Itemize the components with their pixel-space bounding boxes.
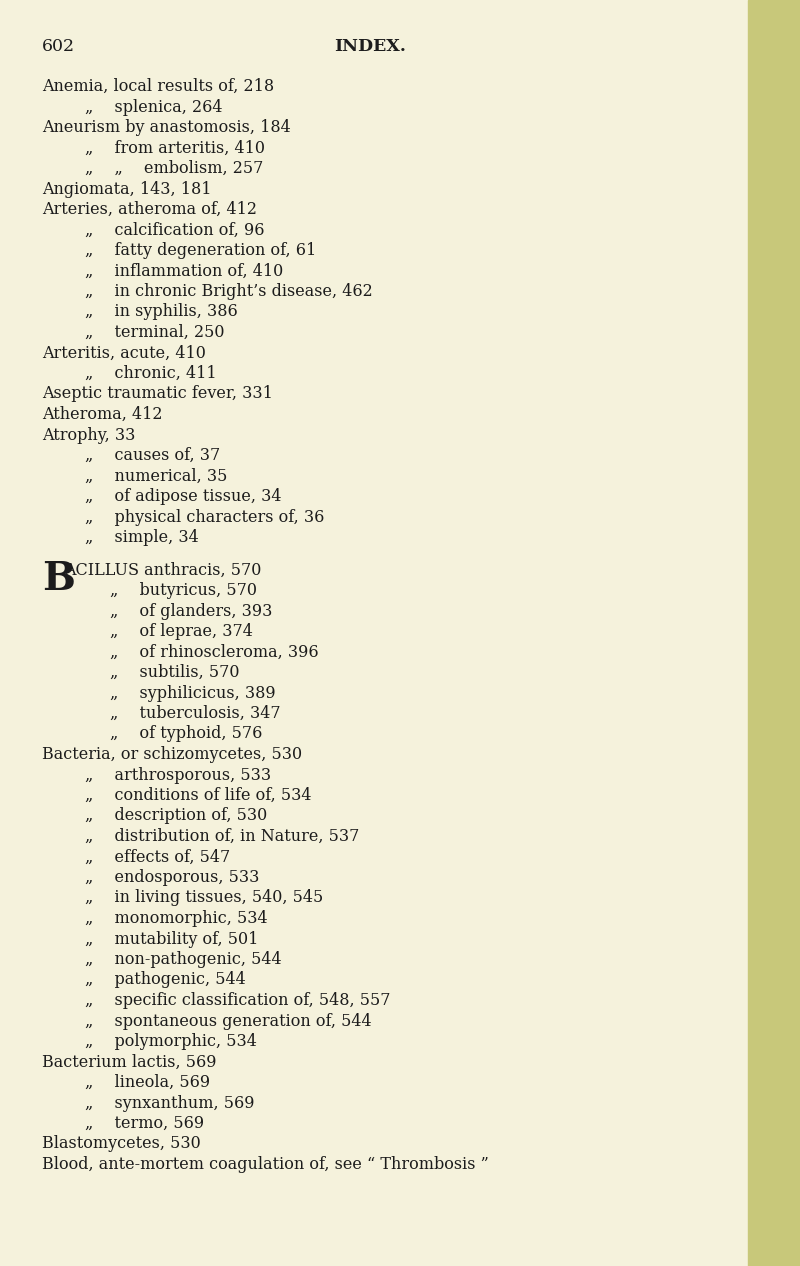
Text: Arteries, atheroma of, 412: Arteries, atheroma of, 412	[42, 201, 257, 218]
Text: „  fatty degeneration of, 61: „ fatty degeneration of, 61	[85, 242, 316, 260]
Text: „  chronic, 411: „ chronic, 411	[85, 365, 217, 382]
Text: „  from arteritis, 410: „ from arteritis, 410	[85, 139, 265, 157]
Text: Bacteria, or schizomycetes, 530: Bacteria, or schizomycetes, 530	[42, 746, 302, 763]
Text: „  arthrosporous, 533: „ arthrosporous, 533	[85, 766, 271, 784]
Text: „  of rhinoscleroma, 396: „ of rhinoscleroma, 396	[110, 643, 318, 661]
Text: „  of glanders, 393: „ of glanders, 393	[110, 603, 272, 619]
Text: „  in syphilis, 386: „ in syphilis, 386	[85, 304, 238, 320]
Text: „  conditions of life of, 534: „ conditions of life of, 534	[85, 787, 311, 804]
Text: „  causes of, 37: „ causes of, 37	[85, 447, 220, 465]
Text: „  of typhoid, 576: „ of typhoid, 576	[110, 725, 262, 742]
Text: „  syphilicicus, 389: „ syphilicicus, 389	[110, 685, 276, 701]
Text: ACILLUS anthracis, 570: ACILLUS anthracis, 570	[64, 562, 262, 579]
Text: Bacterium lactis, 569: Bacterium lactis, 569	[42, 1053, 217, 1071]
Text: „  non-pathogenic, 544: „ non-pathogenic, 544	[85, 951, 282, 968]
Bar	[748, 0, 800, 1266]
Text: „  description of, 530: „ description of, 530	[85, 808, 267, 824]
Text: „  mutability of, 501: „ mutability of, 501	[85, 931, 258, 947]
Text: „  numerical, 35: „ numerical, 35	[85, 467, 227, 485]
Text: „  lineola, 569: „ lineola, 569	[85, 1074, 210, 1091]
Text: „  distribution of, in Nature, 537: „ distribution of, in Nature, 537	[85, 828, 359, 844]
Text: „  tuberculosis, 347: „ tuberculosis, 347	[110, 705, 281, 722]
Text: „  terminal, 250: „ terminal, 250	[85, 324, 225, 341]
Text: „  spontaneous generation of, 544: „ spontaneous generation of, 544	[85, 1013, 372, 1029]
Text: „  monomorphic, 534: „ monomorphic, 534	[85, 910, 268, 927]
Text: „  endosporous, 533: „ endosporous, 533	[85, 868, 259, 886]
Text: „  subtilis, 570: „ subtilis, 570	[110, 663, 239, 681]
Text: Atrophy, 33: Atrophy, 33	[42, 427, 135, 443]
Text: Atheroma, 412: Atheroma, 412	[42, 406, 162, 423]
Text: „  splenica, 264: „ splenica, 264	[85, 99, 222, 115]
Text: „  specific classification of, 548, 557: „ specific classification of, 548, 557	[85, 993, 390, 1009]
Text: „  synxanthum, 569: „ synxanthum, 569	[85, 1095, 254, 1112]
Text: Blastomycetes, 530: Blastomycetes, 530	[42, 1136, 201, 1152]
Text: Blood, ante-mortem coagulation of, see “ Thrombosis ”: Blood, ante-mortem coagulation of, see “…	[42, 1156, 489, 1174]
Text: „  polymorphic, 534: „ polymorphic, 534	[85, 1033, 257, 1050]
Text: INDEX.: INDEX.	[334, 38, 406, 54]
Text: Aseptic traumatic fever, 331: Aseptic traumatic fever, 331	[42, 386, 273, 403]
Text: „  inflammation of, 410: „ inflammation of, 410	[85, 262, 283, 280]
Text: „  of adipose tissue, 34: „ of adipose tissue, 34	[85, 487, 282, 505]
Text: „  effects of, 547: „ effects of, 547	[85, 848, 230, 866]
Text: Anemia, local results of, 218: Anemia, local results of, 218	[42, 78, 274, 95]
Text: „  physical characters of, 36: „ physical characters of, 36	[85, 509, 324, 525]
Text: „  of leprae, 374: „ of leprae, 374	[110, 623, 253, 641]
Text: „  in living tissues, 540, 545: „ in living tissues, 540, 545	[85, 890, 323, 906]
Text: „  calcification of, 96: „ calcification of, 96	[85, 222, 265, 238]
Text: „  butyricus, 570: „ butyricus, 570	[110, 582, 257, 599]
Text: Arteritis, acute, 410: Arteritis, acute, 410	[42, 344, 206, 362]
Text: „  „  embolism, 257: „ „ embolism, 257	[85, 160, 263, 177]
Text: B: B	[42, 560, 75, 598]
Text: Aneurism by anastomosis, 184: Aneurism by anastomosis, 184	[42, 119, 290, 135]
Text: 602: 602	[42, 38, 75, 54]
Text: Angiomata, 143, 181: Angiomata, 143, 181	[42, 181, 211, 197]
Text: „  simple, 34: „ simple, 34	[85, 529, 198, 546]
Text: „  pathogenic, 544: „ pathogenic, 544	[85, 971, 246, 989]
Text: „  termo, 569: „ termo, 569	[85, 1115, 204, 1132]
Text: „  in chronic Bright’s disease, 462: „ in chronic Bright’s disease, 462	[85, 284, 373, 300]
